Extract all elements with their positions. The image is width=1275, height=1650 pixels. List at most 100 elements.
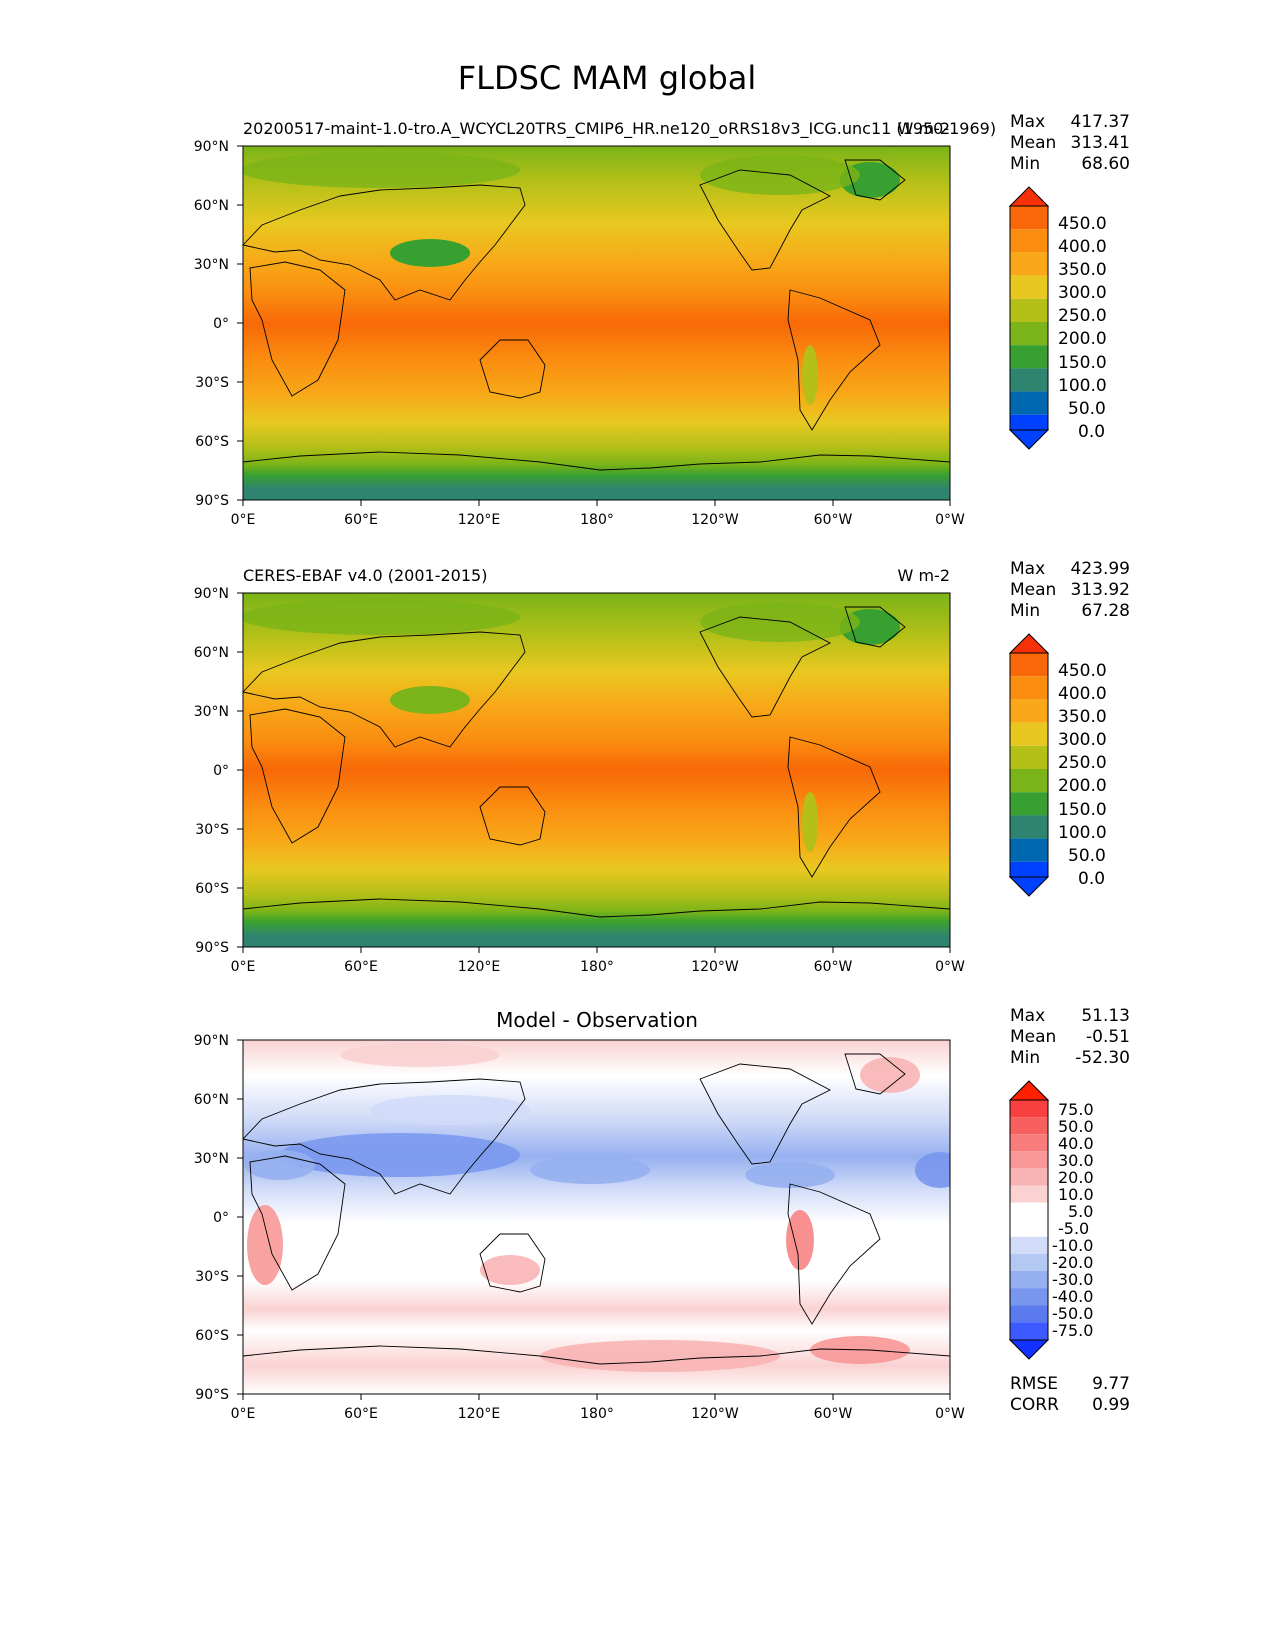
lon-tick: 0°W [935,500,965,528]
lat-tick: 60°S [195,434,243,450]
svg-text:30°S: 30°S [195,375,229,391]
svg-text:120°W: 120°W [691,1406,739,1422]
lon-tick: 0°E [231,947,255,975]
map-field [243,1040,950,1394]
stat-label: Min [1010,1048,1040,1068]
svg-text:0°: 0° [213,763,229,779]
svg-text:90°S: 90°S [195,940,229,956]
svg-text:120°W: 120°W [691,512,739,528]
andes [802,792,818,852]
stat-value: 313.41 [1071,133,1130,153]
lon-tick: 60°W [814,500,852,528]
stat-label: Mean [1010,133,1056,153]
lat-tick: 60°S [195,881,243,897]
stats-block: Max 417.37 Mean 313.41 Min 68.60 [1010,112,1130,174]
svg-text:60°N: 60°N [194,1092,229,1108]
pacific-negative-anomaly [530,1156,650,1184]
colorbar-tick: 75.0 [1058,1100,1094,1119]
stat-value: 68.60 [1081,154,1130,174]
lat-tick: 30°N [194,704,243,720]
colorbar-tick: 20.0 [1058,1168,1094,1187]
panel-units: W m-2 [898,566,950,585]
panel-left-title: CERES-EBAF v4.0 (2001-2015) [243,566,487,585]
colorbar-tick: 40.0 [1058,1134,1094,1153]
stat-label: Max [1010,559,1045,579]
colorbar-tick: 50.0 [1058,1117,1094,1136]
stat-label: Max [1010,1006,1045,1026]
svg-text:30°N: 30°N [194,257,229,273]
colorbar-tick: 400.0 [1058,237,1107,257]
colorbar-tick: 150.0 [1058,800,1107,820]
land-features [243,599,900,852]
rmse-label: RMSE [1010,1374,1058,1394]
land-features [243,152,900,405]
stat-value: -0.51 [1086,1027,1130,1047]
colorbar-tick: 50.0 [1068,399,1106,419]
lat-tick: 0° [213,316,243,332]
stats-block: Max 51.13 Mean -0.51 Min -52.30 [1010,1006,1130,1068]
colorbar-tick: 250.0 [1058,753,1107,773]
colorbar-tick: 100.0 [1058,376,1107,396]
stat-label: Mean [1010,1027,1056,1047]
svg-text:90°S: 90°S [195,1387,229,1403]
colorbar-tick: -40.0 [1052,1287,1093,1306]
stat-value: 51.13 [1081,1006,1130,1026]
svg-text:60°E: 60°E [344,959,378,975]
lat-tick: 60°S [195,1328,243,1344]
error-stats: RMSE 9.77 CORR 0.99 [1010,1374,1130,1415]
lon-tick: 120°E [458,947,500,975]
svg-text:60°N: 60°N [194,198,229,214]
svg-text:90°N: 90°N [194,1033,229,1049]
lon-tick: 120°E [458,500,500,528]
svg-text:60°W: 60°W [814,1406,853,1422]
colorbar-tick: 350.0 [1058,260,1107,280]
stat-label: Max [1010,112,1045,132]
colorbar-tick: -50.0 [1052,1304,1093,1323]
svg-text:60°S: 60°S [195,881,229,897]
coastlines [243,606,950,918]
colorbar-tick: 150.0 [1058,353,1107,373]
colorbar-tick: -10.0 [1052,1236,1093,1255]
andes-positive-anomaly [786,1210,814,1270]
svg-text:30°S: 30°S [195,822,229,838]
lat-axis: 90°N 60°N 30°N 0° 30°S 60°S 90°S [194,586,243,956]
lat-tick: 60°N [194,1092,243,1108]
lat-axis: 90°N 60°N 30°N 0° 30°S 60°S 90°S [194,139,243,509]
svg-text:120°E: 120°E [458,1406,501,1422]
colorbar-tick: 300.0 [1058,730,1107,750]
colorbar-tick: 450.0 [1058,214,1107,234]
lat-tick: 30°S [195,1269,243,1285]
map-field [243,593,950,947]
lon-tick: 60°W [814,1394,853,1422]
lon-tick: 60°E [344,1394,378,1422]
panel-observation: CERES-EBAF v4.0 (2001-2015) W m-2 [194,559,1130,975]
lon-tick: 60°E [344,947,378,975]
lon-tick: 0°E [231,1394,255,1422]
colorbar-tick: 400.0 [1058,684,1107,704]
stat-value: 423.99 [1071,559,1130,579]
colorbar-tick: 450.0 [1058,661,1107,681]
stats-block: Max 423.99 Mean 313.92 Min 67.28 [1010,559,1130,621]
lat-tick: 60°N [194,198,243,214]
colorbar-tick: 10.0 [1058,1185,1094,1204]
lat-axis: 90°N 60°N 30°N 0° 30°S 60°S 90°S [194,1033,243,1403]
colorbar-tick: 200.0 [1058,329,1107,349]
rmse-value: 9.77 [1092,1374,1130,1394]
svg-text:180°: 180° [580,959,614,975]
lat-tick: 90°N [194,586,243,602]
lat-tick: 0° [213,1210,243,1226]
colorbar: 450.0 400.0 350.0 300.0 250.0 200.0 150.… [1008,633,1107,897]
coastlines [243,1053,950,1365]
lat-tick: 30°S [195,375,243,391]
colorbar-tick: 0.0 [1078,869,1105,889]
colorbar-tick: 50.0 [1068,846,1106,866]
lat-tick: 90°N [194,139,243,155]
lon-tick: 0°E [231,500,255,528]
svg-text:0°: 0° [213,316,229,332]
lon-axis: 0°E 60°E 120°E 180° 120°W 60°W 0°W [231,947,965,975]
lon-axis: 0°E 60°E 120°E 180° 120°W 60°W 0°W [231,500,965,528]
stat-value: 417.37 [1071,112,1130,132]
colorbar-tick: -5.0 [1058,1219,1089,1238]
map-field [243,146,950,500]
